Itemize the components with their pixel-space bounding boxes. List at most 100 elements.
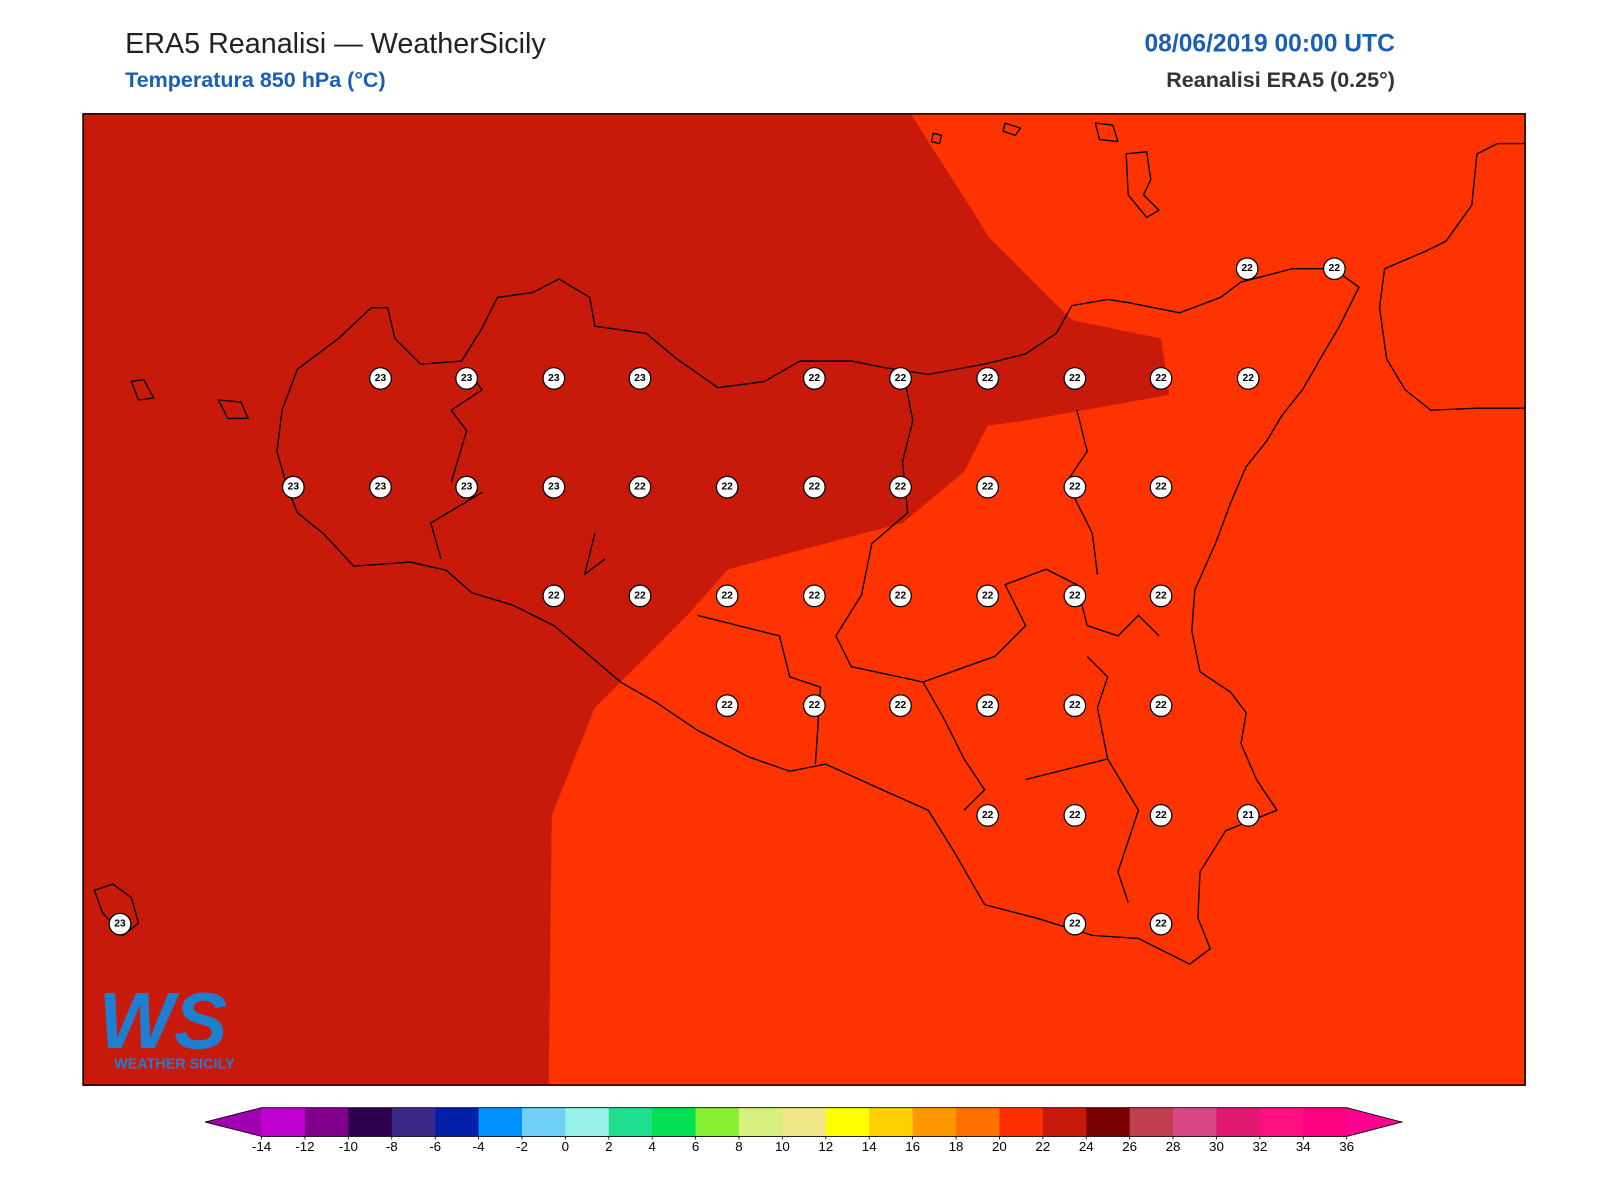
colorbar-segment	[1216, 1107, 1261, 1137]
station-value: 22	[1069, 700, 1081, 711]
station-marker	[108, 912, 132, 936]
station-marker	[889, 367, 912, 390]
colorbar-segment	[608, 1107, 653, 1137]
colorbar-tick-label: 12	[818, 1139, 833, 1154]
station-marker	[542, 367, 566, 390]
station-marker	[976, 804, 1000, 827]
station-value: 22	[1069, 590, 1081, 601]
station-value: 22	[982, 373, 994, 384]
station-value: 23	[548, 482, 560, 493]
station-value: 22	[1155, 482, 1167, 493]
station-value: 22	[1155, 700, 1167, 711]
colorbar-segment	[869, 1107, 914, 1137]
colorbar-segment	[825, 1107, 870, 1137]
colorbar-tick-label: 10	[775, 1139, 790, 1154]
colorbar-tick-label: 6	[692, 1139, 699, 1154]
source: Reanalisi ERA5 (0.25°)	[1166, 68, 1395, 92]
field-hot	[83, 113, 1170, 1086]
colorbar-segment	[695, 1107, 740, 1137]
station-marker	[1322, 257, 1346, 281]
station-marker	[976, 367, 1000, 390]
station-marker	[889, 475, 912, 499]
colorbar-segment	[391, 1107, 436, 1137]
station-value: 22	[721, 482, 733, 493]
station-marker	[1149, 804, 1173, 827]
station-marker	[976, 475, 1000, 499]
coastline-sicily	[276, 268, 1360, 965]
map-area	[83, 113, 1526, 1086]
station-marker	[889, 584, 912, 608]
station-value: 22	[634, 482, 646, 493]
station-value: 22	[809, 700, 821, 711]
station-marker	[542, 475, 566, 499]
colorbar-tick-label: 0	[562, 1139, 569, 1154]
station-marker	[889, 694, 912, 718]
colorbar-tick-label: 34	[1296, 1139, 1311, 1154]
station-value: 22	[982, 700, 994, 711]
station-value: 22	[1155, 590, 1167, 601]
coastline-calabria	[1378, 142, 1526, 411]
colorbar-segment	[435, 1107, 480, 1137]
colorbar-segment	[1129, 1107, 1174, 1137]
station-value: 21	[1243, 810, 1255, 821]
station-value: 22	[1069, 373, 1081, 384]
colorbar-tick-label: 32	[1252, 1139, 1267, 1154]
colorbar-over	[1346, 1107, 1403, 1137]
colorbar-segment	[261, 1107, 306, 1137]
station-marker	[715, 475, 739, 499]
station-value: 22	[1155, 373, 1167, 384]
station-marker	[802, 367, 826, 390]
station-marker	[628, 584, 652, 608]
logo-name: WEATHER SICILY	[114, 1057, 235, 1073]
station-value: 22	[982, 590, 994, 601]
colorbar-tick-label: -8	[386, 1139, 398, 1154]
colorbar-tick-label: 28	[1166, 1139, 1181, 1154]
station-value: 22	[809, 482, 821, 493]
station-value: 23	[375, 482, 387, 493]
colorbar-tick-label: -2	[516, 1139, 528, 1154]
station-value: 22	[1241, 263, 1253, 274]
station-value: 22	[1243, 373, 1255, 384]
colorbar-tick-label: -12	[295, 1139, 314, 1154]
station-marker	[455, 475, 479, 499]
station-marker	[802, 475, 826, 499]
colorbar-tick-label: 2	[605, 1139, 612, 1154]
colorbar-tick-label: -6	[429, 1139, 441, 1154]
station-marker	[369, 475, 392, 499]
datetime: 08/06/2019 00:00 UTC	[1144, 31, 1395, 58]
station-value: 22	[1069, 482, 1081, 493]
station-marker	[542, 584, 566, 608]
colorbar-tick-label: 26	[1122, 1139, 1137, 1154]
map-frame	[82, 113, 1526, 1086]
station-value: 22	[809, 590, 821, 601]
station-marker	[1149, 912, 1173, 936]
station-marker	[1236, 804, 1260, 827]
colorbar-segment	[348, 1107, 393, 1137]
colorbar-segment	[565, 1107, 610, 1137]
station-marker	[1063, 367, 1087, 390]
station-value: 22	[895, 373, 907, 384]
station-marker	[1063, 912, 1087, 936]
colorbar-tick-label: 18	[949, 1139, 964, 1154]
station-value: 23	[114, 919, 126, 930]
islands	[93, 122, 1160, 937]
colorbar-tick-label: -4	[473, 1139, 485, 1154]
station-value: 22	[1155, 919, 1167, 930]
colorbar-segment	[999, 1107, 1044, 1137]
colorbar-segment	[956, 1107, 1000, 1137]
station-marker	[1149, 694, 1173, 718]
station-marker	[1149, 367, 1173, 390]
station-value: 23	[461, 482, 473, 493]
colorbar-tick-label: 22	[1035, 1139, 1050, 1154]
station-value: 22	[1155, 810, 1167, 821]
stations: 22 22 23 23 23 23 22 22 22 22 22 22 23 23 23 23 22 22 22 22…	[108, 257, 1346, 936]
station-marker	[976, 584, 1000, 608]
station-value: 22	[1069, 919, 1081, 930]
station-value: 23	[548, 373, 560, 384]
colorbar-segment	[782, 1107, 827, 1137]
station-value: 22	[809, 373, 821, 384]
station-marker	[1063, 584, 1087, 608]
station-marker	[1063, 694, 1087, 718]
colorbar-tick-label: 8	[735, 1139, 742, 1154]
station-value: 22	[634, 590, 646, 601]
